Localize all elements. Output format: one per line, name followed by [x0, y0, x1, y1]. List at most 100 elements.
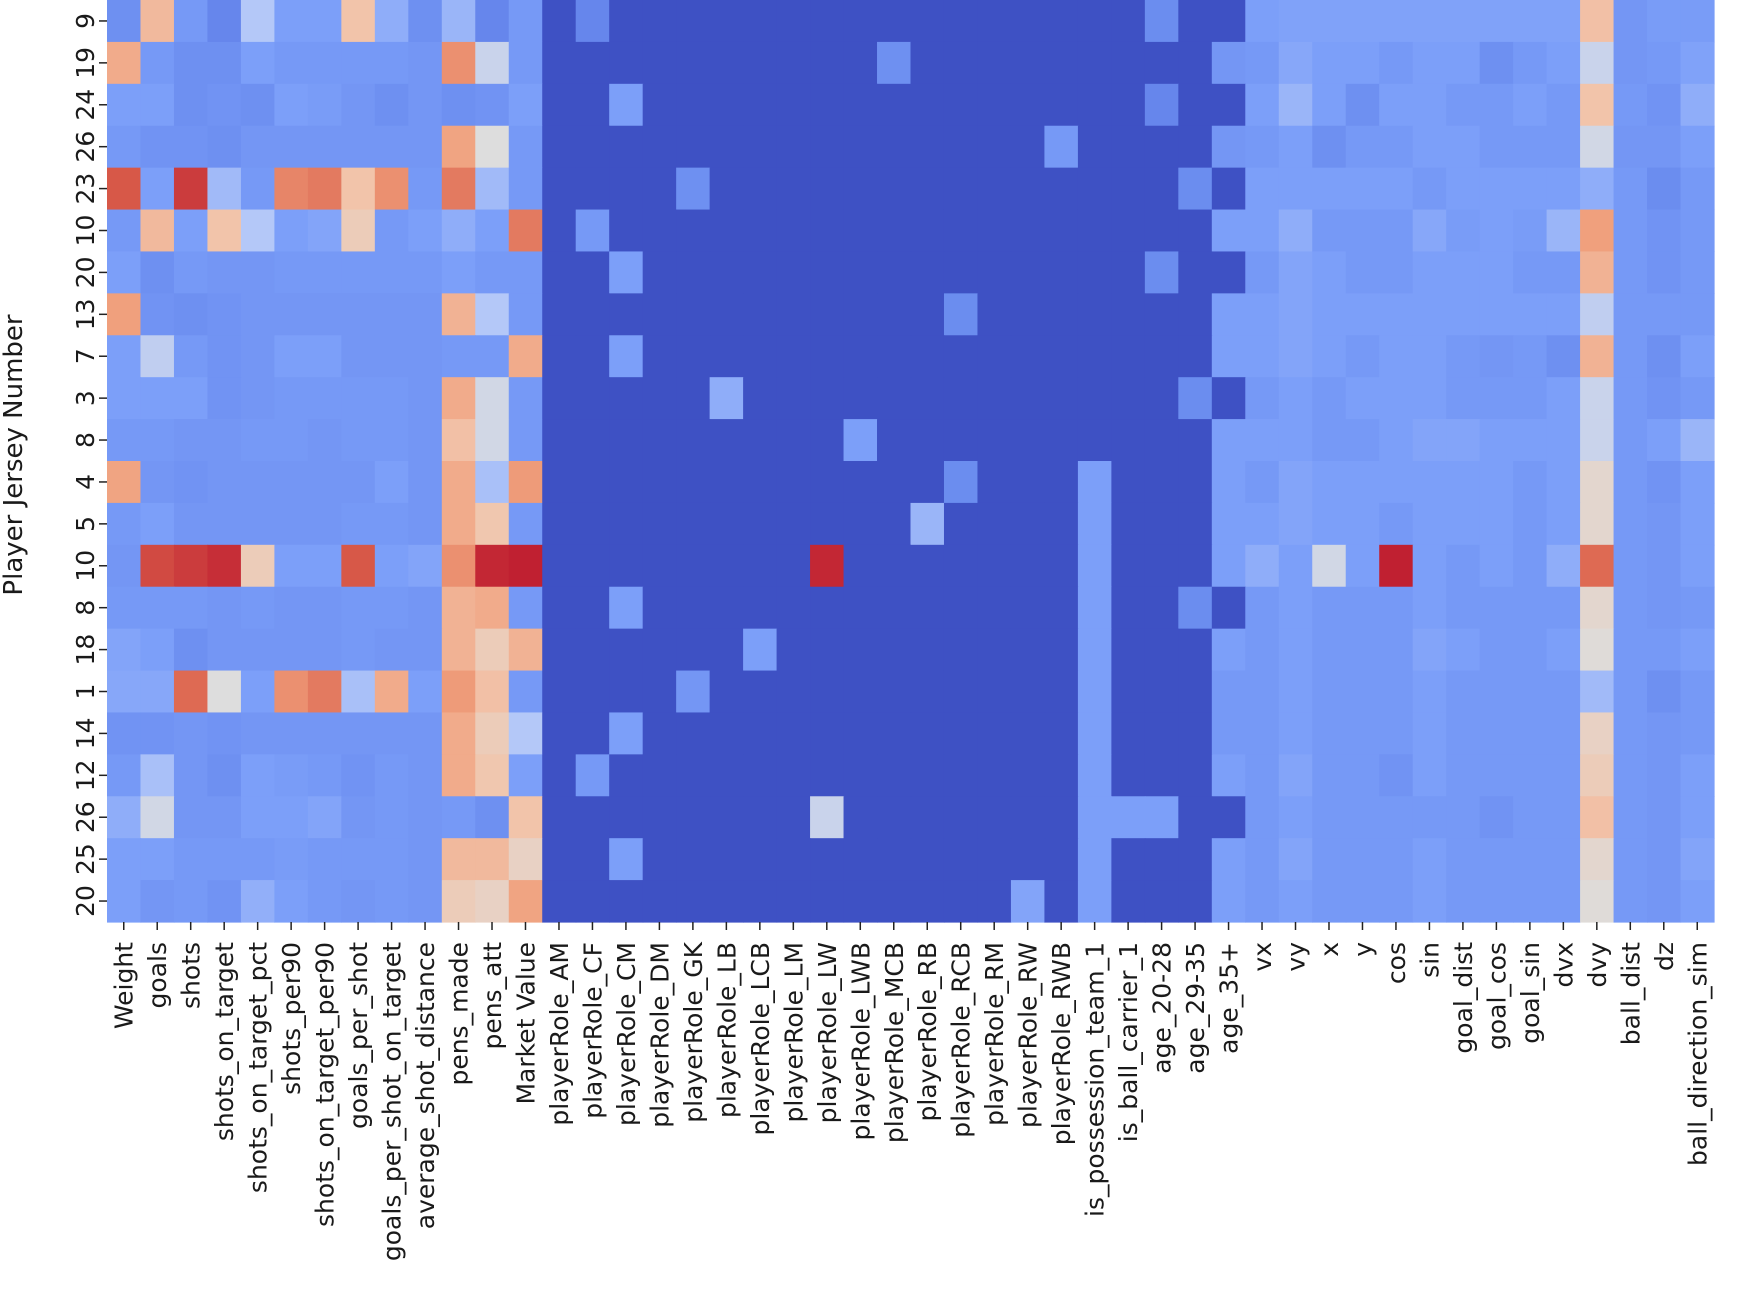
heatmap-cell	[374, 670, 409, 714]
heatmap-cell	[1010, 0, 1046, 43]
heatmap-cell	[676, 628, 711, 672]
heatmap-cell	[1580, 712, 1615, 755]
heatmap-cell	[1144, 754, 1179, 797]
heatmap-cell	[408, 544, 443, 588]
heatmap-cell	[508, 586, 543, 630]
heatmap-cell	[843, 502, 878, 546]
heatmap-cell	[1245, 880, 1280, 923]
heatmap-cell	[307, 628, 342, 672]
heatmap-cell	[1513, 125, 1548, 169]
heatmap-cell	[1345, 754, 1380, 797]
heatmap-cell	[642, 628, 677, 672]
heatmap-cell	[910, 754, 945, 797]
heatmap-cell	[1647, 83, 1682, 127]
heatmap-cell	[776, 502, 811, 546]
heatmap-cell	[1111, 502, 1146, 546]
heatmap-cell	[843, 419, 878, 462]
heatmap-cell	[1412, 712, 1447, 755]
heatmap-cell	[943, 586, 979, 630]
heatmap-cell	[341, 754, 376, 797]
heatmap-cell	[609, 335, 644, 378]
x-tick-label: age_20-28	[1148, 942, 1177, 1074]
heatmap-cell	[877, 712, 912, 755]
heatmap-cell	[943, 209, 979, 253]
heatmap-cell	[1010, 502, 1046, 546]
heatmap-cell	[274, 502, 309, 546]
heatmap-cell	[140, 125, 175, 169]
heatmap-cell	[609, 293, 644, 336]
heatmap-cell	[1412, 544, 1447, 588]
heatmap-cell	[307, 377, 342, 420]
heatmap-cell	[1211, 209, 1246, 253]
heatmap-cell	[575, 754, 610, 797]
heatmap-cell	[642, 167, 677, 211]
heatmap-cell	[776, 83, 811, 127]
heatmap-cell	[173, 670, 209, 714]
heatmap-cell	[542, 712, 577, 755]
heatmap-cell	[709, 125, 744, 169]
heatmap-cell	[140, 628, 175, 672]
heatmap-cell	[307, 167, 342, 211]
heatmap-cell	[642, 41, 677, 85]
heatmap-cell	[1111, 461, 1146, 504]
heatmap-cell	[776, 0, 811, 43]
heatmap-cell	[1144, 125, 1179, 169]
heatmap-cell	[575, 251, 610, 294]
heatmap-cell	[776, 754, 811, 797]
heatmap-cell	[609, 838, 644, 881]
heatmap-cell	[307, 502, 342, 546]
heatmap-cell	[1077, 880, 1112, 923]
heatmap-cell	[1546, 670, 1581, 714]
heatmap-cell	[1680, 880, 1715, 923]
heatmap-cell	[475, 628, 510, 672]
heatmap-cell	[1680, 209, 1715, 253]
heatmap-cell	[341, 125, 376, 169]
heatmap-cell	[776, 41, 811, 85]
heatmap-cell	[1278, 0, 1313, 43]
heatmap-cell	[173, 754, 209, 797]
heatmap-cell	[843, 712, 878, 755]
heatmap-cell	[107, 838, 142, 881]
heatmap-cell	[1446, 377, 1481, 420]
heatmap-cell	[1546, 502, 1581, 546]
heatmap-cell	[676, 41, 711, 85]
heatmap-cell	[207, 0, 242, 43]
x-tick-label: vx	[1248, 942, 1277, 972]
heatmap-cell	[1144, 838, 1179, 881]
heatmap-cell	[642, 209, 677, 253]
heatmap-cell	[1245, 0, 1280, 43]
heatmap-cell	[1680, 167, 1715, 211]
heatmap-cell	[1010, 670, 1046, 714]
heatmap-cell	[977, 880, 1012, 923]
heatmap-cell	[1178, 712, 1213, 755]
heatmap-cell	[1178, 419, 1213, 462]
heatmap-cell	[1479, 586, 1514, 630]
heatmap-cell	[1245, 419, 1280, 462]
heatmap-cell	[743, 0, 778, 43]
heatmap-cell	[173, 125, 209, 169]
heatmap-cell	[1613, 880, 1648, 923]
heatmap-cell	[1680, 419, 1715, 462]
heatmap-cell	[140, 880, 175, 923]
heatmap-cell	[1111, 796, 1146, 839]
heatmap-cell	[1647, 461, 1682, 504]
heatmap-cell	[1077, 461, 1112, 504]
heatmap-cell	[977, 586, 1012, 630]
heatmap-cell	[642, 83, 677, 127]
heatmap-cell	[1312, 880, 1347, 923]
heatmap-cell	[441, 335, 476, 378]
heatmap-cell	[1680, 377, 1715, 420]
heatmap-cell	[877, 880, 912, 923]
heatmap-cell	[1379, 796, 1414, 839]
heatmap-cell	[810, 670, 845, 714]
heatmap-cell	[1379, 544, 1414, 588]
heatmap-cell	[1513, 670, 1548, 714]
heatmap-cell	[743, 83, 778, 127]
heatmap-cell	[374, 41, 409, 85]
heatmap-cell	[1647, 796, 1682, 839]
heatmap-cell	[1245, 251, 1280, 294]
heatmap-cell	[776, 167, 811, 211]
heatmap-cell	[1312, 167, 1347, 211]
heatmap-cell	[441, 502, 476, 546]
heatmap-cell	[1613, 754, 1648, 797]
